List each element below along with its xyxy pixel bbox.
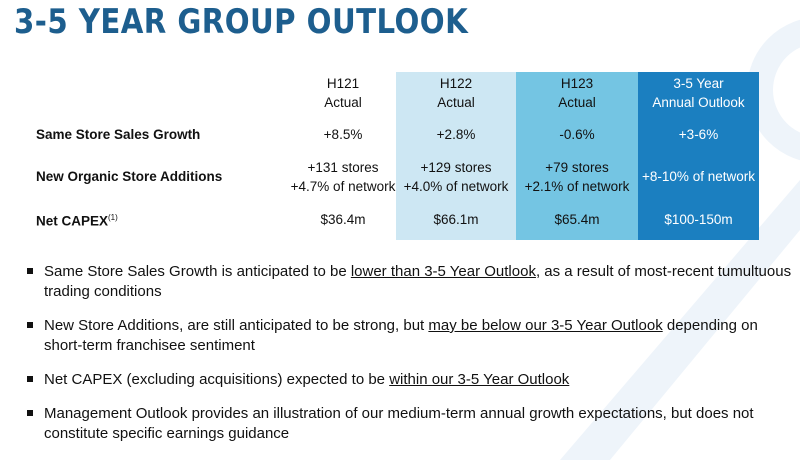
table-cell: -0.6% (516, 113, 638, 155)
table-cell: $65.4m (516, 198, 638, 240)
table-cell: +8-10% of network (638, 155, 759, 198)
bullet-text: New Store Additions, are still anticipat… (44, 317, 429, 334)
bullet-item: Net CAPEX (excluding acquisitions) expec… (22, 370, 792, 390)
cell-text: +131 stores (307, 159, 379, 175)
empty-header (30, 72, 290, 113)
underlined-text: within our 3-5 Year Outlook (389, 371, 570, 388)
cell-text: +4.7% of network (290, 178, 396, 194)
cell-text: Actual (558, 94, 596, 110)
footnote-ref: (1) (108, 212, 118, 222)
column-header: 3-5 Year Annual Outlook (638, 72, 759, 113)
row-label: Net CAPEX(1) (30, 198, 290, 240)
table-cell: +79 stores +2.1% of network (516, 155, 638, 198)
cell-text: H121 (326, 75, 360, 91)
table-row: Same Store Sales Growth +8.5% +2.8% -0.6% +3… (30, 113, 759, 155)
bullet-text: Net CAPEX (excluding acquisitions) expec… (44, 371, 390, 388)
table-cell: $66.1m (396, 198, 516, 240)
decor-arc (747, 19, 800, 161)
bullet-item: New Store Additions, are still anticipat… (22, 316, 792, 356)
cell-text: +3-6% (678, 126, 719, 142)
underlined-text: may be below our 3-5 Year Outlook (428, 317, 663, 334)
bullet-item: Same Store Sales Growth is anticipated t… (22, 262, 792, 302)
header-row: H121 Actual H122 Actual H123 Actual 3-5 Year An… (30, 72, 759, 113)
cell-text: +4.0% of network (403, 178, 509, 194)
cell-text: $65.4m (554, 211, 600, 227)
column-header: H121 Actual (290, 72, 396, 113)
decor-stripe (560, 180, 800, 460)
cell-text: 3-5 Year (673, 75, 724, 91)
cell-text: +8-10% of network (642, 169, 755, 184)
table-cell: +131 stores +4.7% of network (290, 155, 396, 198)
table-cell: $100-150m (638, 198, 759, 240)
bullet-text: Same Store Sales Growth is anticipated t… (44, 263, 351, 280)
table-cell: +129 stores +4.0% of network (396, 155, 516, 198)
bullet-text: Management Outlook provides an illustrat… (44, 405, 754, 442)
cell-text: +8.5% (323, 126, 363, 142)
column-header: H122 Actual (396, 72, 516, 113)
row-label-text: Same Store Sales Growth (36, 126, 201, 142)
slide-title: 3-5 YEAR GROUP OUTLOOK (14, 2, 469, 42)
cell-text: +2.1% of network (524, 178, 630, 194)
cell-text: $36.4m (320, 211, 366, 227)
table-cell: +2.8% (396, 113, 516, 155)
table-cell: +3-6% (638, 113, 759, 155)
cell-text: Actual (324, 94, 362, 110)
cell-text: H122 (439, 75, 473, 91)
column-header: H123 Actual (516, 72, 638, 113)
cell-text: +129 stores (420, 159, 492, 175)
cell-text: Annual Outlook (652, 94, 745, 110)
row-label: Same Store Sales Growth (30, 113, 290, 155)
cell-text: +79 stores (545, 159, 609, 175)
cell-text: $66.1m (433, 211, 479, 227)
underlined-text: lower than 3-5 Year Outlook (350, 263, 536, 280)
row-label-text: Net CAPEX (36, 213, 109, 229)
row-label: New Organic Store Additions (30, 155, 290, 198)
table-cell: $36.4m (290, 198, 396, 240)
table-row: Net CAPEX(1) $36.4m $66.1m $65.4m $100-150m (30, 198, 759, 240)
bullet-text: depending on short-term franchisee senti… (44, 317, 758, 354)
row-label-text: New Organic Store Additions (36, 169, 223, 184)
outlook-table: H121 Actual H122 Actual H123 Actual 3-5 Year An… (30, 72, 759, 240)
bullet-list: Same Store Sales Growth is anticipated t… (22, 262, 792, 458)
bullet-text: , as a result of most-recent tumultuous … (44, 263, 792, 300)
cell-text: Actual (437, 94, 475, 110)
table-cell: +8.5% (290, 113, 396, 155)
cell-text: $100-150m (664, 211, 733, 227)
cell-text: H123 (560, 75, 594, 91)
table-row: New Organic Store Additions +131 stores +4… (30, 155, 759, 198)
bullet-item: Management Outlook provides an illustrat… (22, 404, 792, 444)
cell-text: -0.6% (559, 126, 595, 142)
cell-text: +2.8% (436, 126, 476, 142)
